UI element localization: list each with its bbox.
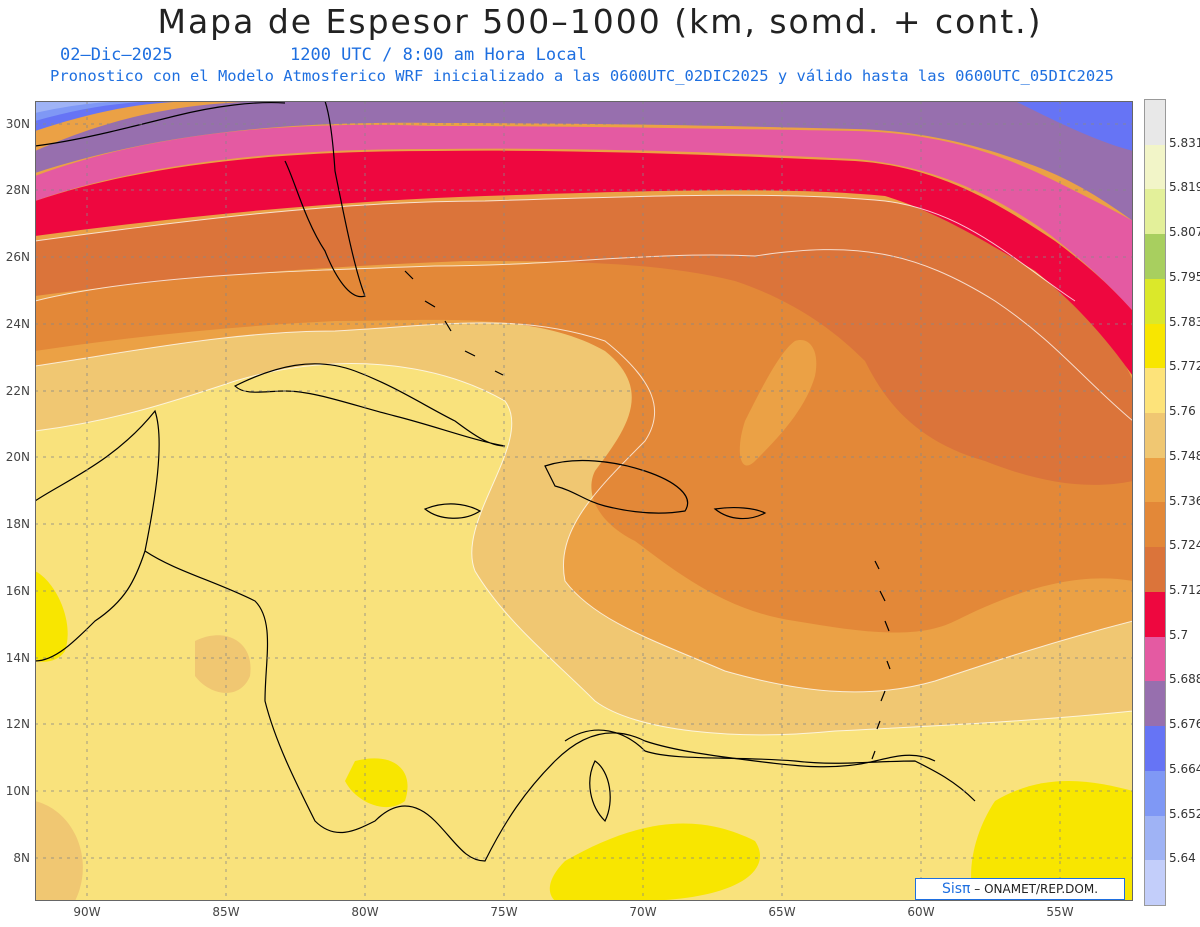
lon-label: 90W (73, 905, 101, 919)
legend-swatch (1145, 726, 1165, 771)
legend-label: 5.807 (1169, 225, 1200, 240)
credit-text: – ONAMET/REP.DOM. (974, 882, 1099, 896)
lon-label: 70W (629, 905, 657, 919)
credit-box: Sisπ – ONAMET/REP.DOM. (915, 878, 1125, 900)
legend-label: 5.64 (1169, 851, 1196, 866)
legend-label: 5.736 (1169, 493, 1200, 508)
legend-label: 5.795 (1169, 269, 1200, 284)
patch-5772-w (35, 571, 68, 662)
lat-label: 14N (5, 651, 30, 665)
lat-label: 16N (5, 584, 30, 598)
legend-label: 5.712 (1169, 582, 1200, 597)
lat-label: 30N (5, 117, 30, 131)
legend-swatch (1145, 144, 1165, 190)
band-5640 (35, 101, 145, 113)
band-5676 (35, 101, 1133, 221)
lat-label: 8N (13, 851, 30, 865)
legend-label: 5.748 (1169, 448, 1200, 463)
map-frame (35, 101, 1133, 901)
lat-label: 12N (5, 717, 30, 731)
lat-label: 26N (5, 250, 30, 264)
legend-swatch (1145, 681, 1165, 727)
patch-5772-s (549, 823, 760, 901)
legend-label: 5.724 (1169, 538, 1200, 553)
lat-label: 20N (5, 450, 30, 464)
legend-label: 5.7 (1169, 627, 1189, 642)
legend-label: 5.652 (1169, 806, 1200, 821)
legend-swatch (1145, 189, 1165, 235)
model-info: Pronostico con el Modelo Atmosferico WRF… (50, 67, 1114, 85)
legend-label: 5.831 (1169, 135, 1200, 150)
legend-swatch (1145, 502, 1165, 548)
legend-swatch (1145, 234, 1165, 279)
legend-swatch (1145, 413, 1165, 458)
map-canvas (35, 101, 1133, 901)
sispi-logo: Sisπ (941, 881, 971, 897)
legend-swatch (1145, 770, 1165, 816)
lon-label: 85W (212, 905, 240, 919)
time-label: 1200 UTC / 8:00 am Hora Local (290, 45, 587, 65)
map-title: Mapa de Espesor 500–1000 (km, somd. + co… (157, 2, 1043, 41)
legend-label: 5.819 (1169, 180, 1200, 195)
lon-label: 75W (490, 905, 518, 919)
band-5700 (35, 150, 1133, 376)
lat-label: 22N (5, 384, 30, 398)
lat-label: 28N (5, 183, 30, 197)
legend-swatch (1145, 368, 1165, 414)
legend-swatch (1145, 323, 1165, 369)
patch-5772-sw (345, 758, 408, 808)
legend-swatch (1145, 860, 1165, 905)
lat-label: 18N (5, 517, 30, 531)
legend-swatch (1145, 547, 1165, 592)
legend-label: 5.688 (1169, 672, 1200, 687)
lat-lon-grid (35, 101, 1133, 901)
legend-swatch (1145, 457, 1165, 503)
lon-label: 55W (1046, 905, 1074, 919)
legend-swatch (1145, 636, 1165, 682)
legend-label: 5.664 (1169, 761, 1200, 776)
band-5664-east (1015, 101, 1133, 151)
lat-label: 10N (5, 784, 30, 798)
legend-label: 5.676 (1169, 717, 1200, 732)
date-label: 02–Dic–2025 (60, 45, 173, 65)
legend-swatch (1145, 278, 1165, 324)
lon-label: 65W (768, 905, 796, 919)
legend-label: 5.772 (1169, 359, 1200, 374)
legend-label: 5.783 (1169, 314, 1200, 329)
legend-swatch (1145, 815, 1165, 861)
lon-label: 80W (351, 905, 379, 919)
patch-5748-sw (35, 801, 83, 901)
patch-5772-se (971, 781, 1133, 901)
blob-5736-east (739, 340, 817, 466)
band-5712 (35, 195, 1133, 485)
legend-swatch (1145, 591, 1165, 637)
lon-label: 60W (907, 905, 935, 919)
patch-5748-w (195, 635, 251, 693)
contour-lines (35, 194, 1133, 736)
legend-colorbar (1144, 99, 1166, 906)
lat-label: 24N (5, 317, 30, 331)
thickness-map (35, 101, 1133, 901)
legend-label: 5.76 (1169, 404, 1196, 419)
legend-swatch (1145, 100, 1165, 145)
